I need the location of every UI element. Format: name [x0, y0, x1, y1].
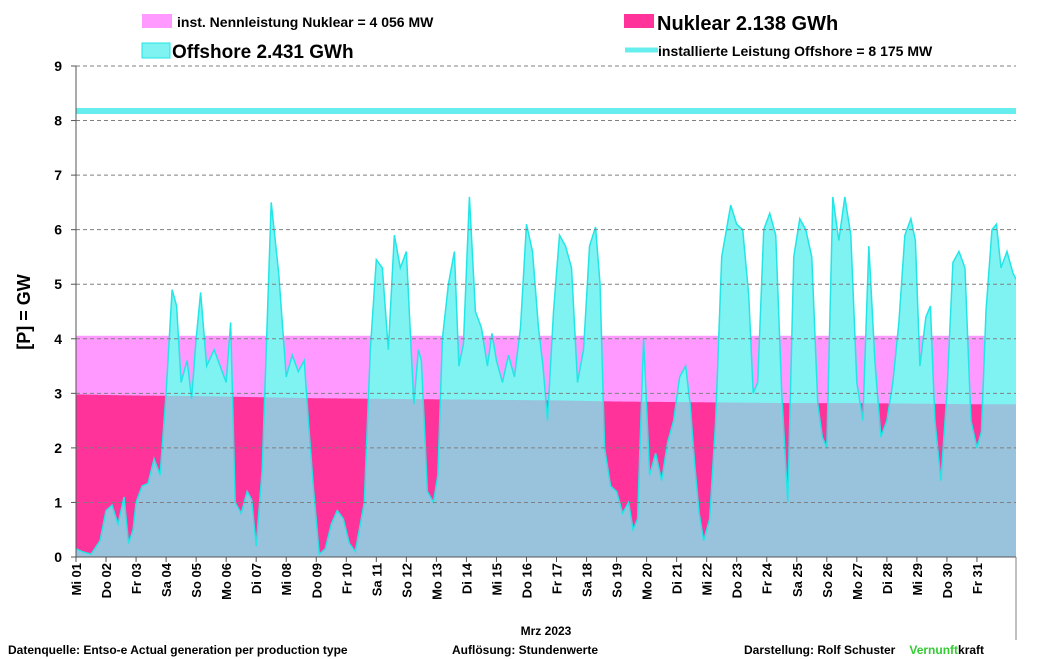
gridlines: [76, 65, 1016, 503]
legend-label-offshore: Offshore 2.431 GWh: [172, 42, 354, 63]
footer-source: Datenquelle: Entso-e Actual generation p…: [8, 643, 348, 657]
x-tick-label: So 19: [610, 563, 625, 598]
x-axis-label: Mrz 2023: [521, 624, 572, 638]
x-tick-label: Mi 22: [700, 563, 715, 596]
x-tick-label: Do 16: [520, 563, 535, 598]
legend-swatch-offshore: [141, 42, 171, 59]
x-tick-label: Sa 25: [790, 563, 805, 597]
footer-credit-green: Vernunft: [909, 643, 958, 657]
x-tick-label: Fr 17: [550, 563, 565, 594]
y-tick-labels: 0 1 2 3 4 5 6 7 8 9: [54, 58, 76, 565]
x-tick-label: Mo 06: [219, 563, 234, 600]
x-tick-label: Sa 18: [580, 563, 595, 597]
y-tick-label-2: 2: [54, 440, 62, 456]
x-tick-label: Do 23: [730, 563, 745, 598]
y-axis-label: [P] = GW: [14, 274, 34, 350]
x-tick-label: Mi 01: [69, 563, 84, 596]
legend-label-nennleistung: inst. Nennleistung Nuklear = 4 056 MW: [177, 14, 434, 30]
x-tick-label: So 26: [820, 563, 835, 598]
x-tick-label: Mo 13: [429, 563, 444, 600]
x-tick-label: Mi 15: [489, 563, 504, 596]
legend-swatch-nuklear: [624, 14, 654, 28]
x-tick-label: Di 28: [880, 563, 895, 594]
x-tick-label: Sa 04: [159, 562, 174, 597]
footer-credit-suffix: kraft: [958, 643, 984, 657]
footer-credit-prefix: Darstellung: Rolf Schuster: [744, 643, 896, 657]
x-tick-label: Do 09: [309, 563, 324, 598]
x-tick-label: Mo 20: [640, 563, 655, 600]
x-tick-label: Fr 03: [129, 563, 144, 594]
series-area-overlap: [76, 395, 1016, 557]
x-tick-label: So 12: [399, 563, 414, 598]
y-tick-label-4: 4: [54, 331, 62, 347]
x-tick-label: Mo 27: [850, 563, 865, 600]
x-tick-label: Sa 11: [369, 563, 384, 596]
legend-label-inst-offshore: installierte Leistung Offshore = 8 175 M…: [658, 43, 933, 59]
footer-credit: Darstellung: Rolf Schuster Vernunftkraft: [744, 643, 984, 657]
y-tick-label-1: 1: [54, 494, 62, 510]
footer-resolution: Auflösung: Stundenwerte: [452, 643, 598, 657]
y-tick-label-9: 9: [54, 58, 62, 74]
y-tick-label-6: 6: [54, 222, 62, 238]
x-tick-label: So 05: [189, 563, 204, 598]
x-tick-label: Fr 10: [339, 563, 354, 594]
y-tick-label-5: 5: [54, 276, 62, 292]
x-tick-label: Mi 29: [910, 563, 925, 596]
x-tick-label: Di 14: [459, 562, 474, 594]
y-tick-label-7: 7: [54, 167, 62, 183]
series-line-offshore: [76, 196, 1016, 556]
x-tick-label: Mi 08: [279, 563, 294, 596]
plot-area: [76, 196, 1016, 557]
x-tick-label: Fr 24: [760, 562, 775, 594]
x-tick-label: Fr 31: [970, 563, 985, 594]
legend: inst. Nennleistung Nuklear = 4 056 MW Nu…: [141, 13, 933, 63]
legend-swatch-nennleistung: [142, 14, 172, 28]
y-tick-label-0: 0: [54, 549, 62, 565]
x-tick-label: Di 21: [670, 563, 685, 594]
legend-label-nuklear: Nuklear 2.138 GWh: [657, 13, 838, 35]
x-tick-label: Do 02: [99, 563, 114, 598]
y-tick-label-3: 3: [54, 385, 62, 401]
y-tick-label-8: 8: [54, 113, 62, 129]
x-tick-labels: Mi 01 Do 02 Fr 03 Sa 04 So 05 Mo 06 Di 07 Mi 08…: [69, 557, 985, 600]
x-tick-label: Di 07: [249, 563, 264, 594]
x-tick-label: Do 30: [940, 563, 955, 598]
